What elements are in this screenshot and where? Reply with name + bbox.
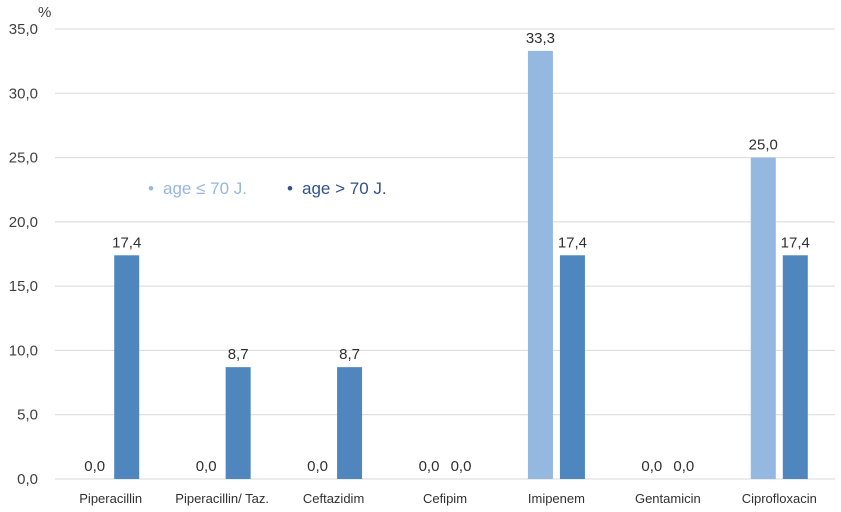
data-label: 0,0 bbox=[196, 458, 217, 475]
data-label: 33,3 bbox=[526, 30, 555, 47]
y-tick-label: 30,0 bbox=[9, 85, 38, 102]
legend-label: age ≤ 70 J. bbox=[163, 179, 247, 198]
category-label: Gentamicin bbox=[635, 491, 701, 506]
data-label: 25,0 bbox=[749, 137, 778, 154]
data-label: 17,4 bbox=[558, 234, 587, 251]
data-label: 8,7 bbox=[339, 346, 360, 363]
category-label: Imipenem bbox=[528, 491, 585, 506]
data-label: 0,0 bbox=[84, 458, 105, 475]
y-tick-label: 15,0 bbox=[9, 278, 38, 295]
data-label: 0,0 bbox=[419, 458, 440, 475]
bar-age-gt-70 bbox=[114, 255, 140, 479]
data-labels: 0,0 17,4 0,0 8,7 0,0 8,7 0,0 0,0 33,3 17,4 0,0 0,0 2… bbox=[84, 30, 810, 475]
category-label: Piperacillin/ Taz. bbox=[175, 491, 269, 506]
category-labels: Piperacillin Piperacillin/ Taz. Ceftazidim… bbox=[79, 491, 817, 506]
category-label: Ciprofloxacin bbox=[742, 491, 817, 506]
data-label: 17,4 bbox=[112, 234, 141, 251]
category-label: Piperacillin bbox=[79, 491, 142, 506]
legend-label: age > 70 J. bbox=[302, 179, 387, 198]
y-tick-label: 25,0 bbox=[9, 150, 38, 167]
legend-marker: • bbox=[148, 179, 154, 198]
bar-age-le-70 bbox=[527, 50, 553, 479]
y-axis-ticks: 0,0 5,0 10,0 15,0 20,0 25,0 30,0 35,0 bbox=[9, 21, 38, 488]
y-tick-label: 20,0 bbox=[9, 214, 38, 231]
data-label: 0,0 bbox=[641, 458, 662, 475]
bar-age-gt-70 bbox=[559, 255, 585, 479]
bar-age-gt-70 bbox=[782, 255, 808, 479]
data-label: 0,0 bbox=[307, 458, 328, 475]
y-tick-label: 35,0 bbox=[9, 21, 38, 38]
legend-marker: • bbox=[287, 179, 293, 198]
data-label: 17,4 bbox=[781, 234, 810, 251]
category-label: Ceftazidim bbox=[303, 491, 364, 506]
bar-age-gt-70 bbox=[337, 367, 363, 479]
legend: • age ≤ 70 J. • age > 70 J. bbox=[148, 179, 387, 198]
data-label: 0,0 bbox=[673, 458, 694, 475]
data-label: 0,0 bbox=[451, 458, 472, 475]
data-label: 8,7 bbox=[228, 346, 249, 363]
bar-age-gt-70 bbox=[225, 367, 251, 479]
y-tick-label: 5,0 bbox=[17, 407, 38, 424]
category-label: Cefipim bbox=[423, 491, 467, 506]
y-axis-unit-label: % bbox=[38, 4, 51, 21]
y-tick-label: 10,0 bbox=[9, 342, 38, 359]
gridlines bbox=[55, 28, 835, 480]
bar-age-le-70 bbox=[750, 157, 776, 480]
bars bbox=[114, 50, 808, 480]
y-tick-label: 0,0 bbox=[17, 471, 38, 488]
